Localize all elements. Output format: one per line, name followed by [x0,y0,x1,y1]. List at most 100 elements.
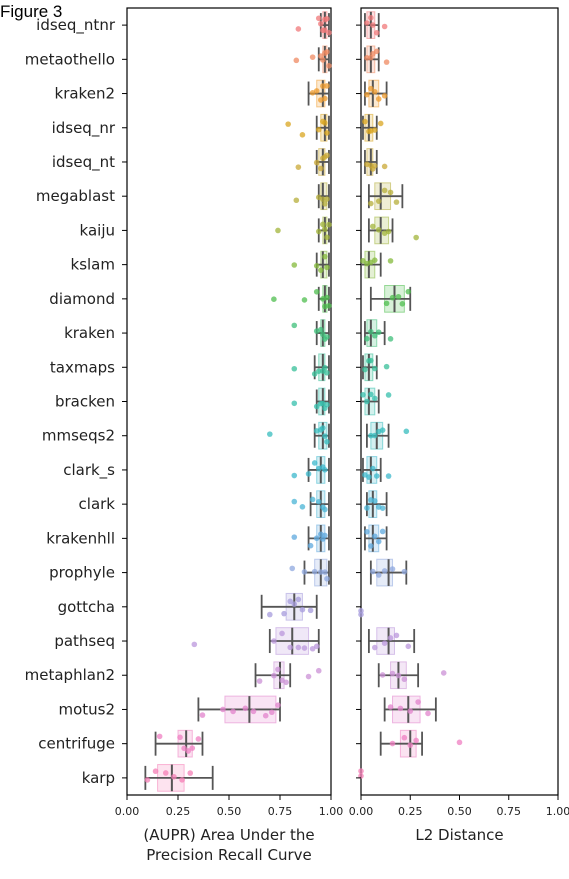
data-point [315,126,322,133]
data-point [364,335,370,342]
data-point [370,223,376,230]
data-point [242,705,249,712]
data-point [293,197,300,204]
data-point [389,294,396,301]
figure-label: Figure 3 [0,2,63,21]
data-point [395,293,402,300]
data-point [313,263,320,269]
data-point [326,303,332,309]
category-labels: idseq_ntnr metaothello kraken2 idseq_nridse… [25,16,361,787]
data-point [320,83,326,89]
data-point [413,234,419,241]
data-point [293,57,300,64]
data-point [371,644,378,651]
data-point [389,740,396,747]
panel-aupr: 0.00 0.25 0.50 0.75 1.00 (AUPR) Area Under th… [115,7,344,864]
data-point [368,543,374,549]
data-point [313,88,320,94]
data-point [381,640,388,646]
data-point [407,742,414,748]
data-point [267,611,273,618]
data-point [373,29,380,36]
data-point [318,326,324,333]
data-point [383,363,390,370]
x-tick-label: 0.75 [497,805,522,818]
data-point [364,398,370,405]
data-point [401,676,408,683]
data-point [283,679,289,686]
y-tick-label: krakenhll [46,529,115,547]
data-point [324,83,330,89]
data-point [440,670,447,676]
data-point [315,498,322,505]
data-point [383,59,390,65]
data-point [311,568,318,575]
data-point [405,643,412,650]
data-point [324,401,330,408]
data-point [262,712,269,719]
data-point [313,159,320,166]
data-point [383,300,390,307]
y-tick-label: kaiju [80,221,115,239]
data-point [309,54,316,60]
y-tick-label: kraken2 [55,85,115,103]
y-tick-label: kslam [71,256,115,274]
data-point [387,336,394,342]
data-point [397,705,404,712]
data-point [315,667,322,674]
data-point [309,496,316,503]
data-point [389,670,396,677]
data-point [360,391,366,398]
data-point [366,474,372,480]
data-point [322,120,328,126]
data-point [368,391,374,398]
data-point [267,431,273,437]
data-point [371,365,378,372]
data-point [387,258,394,264]
data-point [324,334,330,340]
data-point [389,566,396,572]
data-point [299,606,306,613]
data-point [371,257,378,263]
x-tick-label: 1.00 [319,805,344,818]
data-point [399,301,406,307]
data-point [375,198,382,204]
data-point [311,460,318,466]
data-point [403,428,410,435]
y-tick-label: idseq_nr [52,119,116,138]
panel-l2-distance: 0.00 0.25 0.50 0.75 1.00 L2 Distance [349,7,569,844]
data-point [309,645,316,652]
data-point [269,709,275,716]
data-point [275,227,281,234]
data-point [385,228,392,235]
data-point [285,121,291,127]
data-point [322,200,328,207]
data-point [291,472,298,479]
data-point [301,569,308,575]
data-point [371,533,378,540]
data-point [375,227,382,233]
x-tick-label: 0.75 [268,805,293,818]
data-point [379,528,386,535]
data-point [324,575,330,582]
data-point [368,357,374,364]
data-point [324,369,330,376]
x-tick-label: 0.00 [349,805,374,818]
data-point [171,773,177,780]
data-point [405,288,412,295]
data-point [320,196,326,203]
data-point [291,322,298,329]
data-point [318,267,324,273]
data-point [373,48,380,55]
y-tick-label: mmseqs2 [42,427,115,445]
data-point [371,395,378,402]
y-tick-label: clark_s [63,461,115,480]
data-point [371,162,378,169]
data-point [364,505,370,511]
data-point [320,425,326,431]
y-tick-label: kraken [64,324,115,342]
data-point [371,498,378,504]
data-point [177,734,183,741]
data-point [371,88,378,95]
